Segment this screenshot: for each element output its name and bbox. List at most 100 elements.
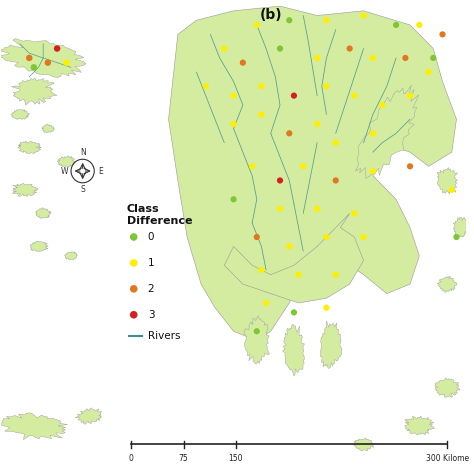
Point [258,111,265,118]
Point [130,285,137,292]
Point [285,17,293,24]
Polygon shape [320,321,342,368]
Text: 2: 2 [148,284,154,294]
Point [360,233,367,241]
Polygon shape [405,416,434,435]
Text: (b): (b) [259,9,282,22]
Point [332,271,339,279]
Point [406,92,414,100]
Text: 1: 1 [148,258,154,268]
Point [378,101,386,109]
Point [350,210,358,217]
Point [285,243,293,250]
Point [276,177,284,184]
Point [230,120,237,128]
Polygon shape [36,208,51,219]
Point [258,266,265,274]
Point [300,163,307,170]
Polygon shape [30,241,48,252]
Point [276,205,284,212]
Point [369,54,377,62]
Point [313,54,321,62]
Point [313,120,321,128]
Polygon shape [437,167,458,194]
Text: W: W [61,166,68,175]
Point [392,21,400,29]
Point [323,82,330,90]
Point [323,304,330,311]
Point [369,167,377,175]
Polygon shape [244,316,269,364]
Point [253,328,261,335]
Point [360,12,367,19]
Point [416,21,423,29]
Polygon shape [18,141,42,154]
Point [202,82,210,90]
Point [220,45,228,52]
Point [448,186,456,194]
Point [30,64,38,71]
Text: Class
Difference: Class Difference [127,204,192,226]
Point [253,21,261,29]
Point [130,311,137,319]
Point [26,54,33,62]
Point [332,177,339,184]
Point [290,92,298,100]
Polygon shape [437,276,457,292]
Polygon shape [224,213,364,303]
Point [130,259,137,267]
Point [285,129,293,137]
Text: S: S [80,185,85,194]
Point [239,59,246,66]
Point [425,68,432,76]
Polygon shape [64,252,77,260]
Point [130,233,137,241]
Text: 300 Kilome: 300 Kilome [426,454,469,463]
Point [453,233,460,241]
Polygon shape [0,413,67,439]
Point [313,205,321,212]
Point [258,82,265,90]
Point [350,92,358,100]
Text: 0: 0 [148,232,154,242]
Polygon shape [11,78,57,105]
Polygon shape [57,156,75,167]
Text: 75: 75 [179,454,188,463]
Point [248,163,256,170]
Point [276,45,284,52]
Polygon shape [169,6,456,341]
Polygon shape [435,378,460,397]
Polygon shape [283,324,304,375]
Point [44,59,52,66]
Polygon shape [13,183,38,197]
Point [401,54,409,62]
Text: N: N [80,148,85,157]
Text: Rivers: Rivers [148,331,180,341]
Point [230,195,237,203]
Point [63,59,70,66]
Point [332,139,339,146]
Polygon shape [354,438,374,451]
Polygon shape [453,218,469,237]
Point [290,309,298,316]
Point [439,31,447,38]
Point [429,54,437,62]
Text: 150: 150 [228,454,243,463]
Polygon shape [356,85,419,178]
Point [295,271,302,279]
Point [253,233,261,241]
Point [406,163,414,170]
Text: 3: 3 [148,310,154,320]
Point [53,45,61,52]
Point [323,233,330,241]
Point [369,129,377,137]
Polygon shape [0,38,86,77]
Polygon shape [42,124,55,133]
Point [230,92,237,100]
Point [262,299,270,307]
Polygon shape [75,408,102,425]
Polygon shape [11,109,29,119]
Point [346,45,354,52]
Text: E: E [98,166,103,175]
Point [323,17,330,24]
